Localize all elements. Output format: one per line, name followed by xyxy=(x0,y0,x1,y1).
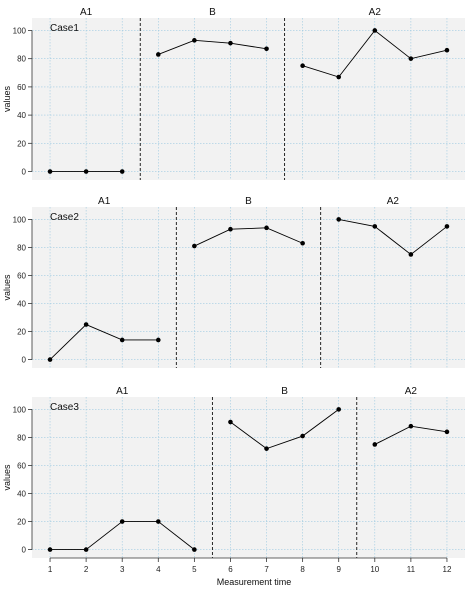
x-tick-label: 12 xyxy=(443,565,452,574)
x-tick-label: 9 xyxy=(336,565,341,574)
x-tick-label: 5 xyxy=(192,565,197,574)
phase-label: B xyxy=(245,196,252,207)
data-point xyxy=(264,446,269,451)
data-point xyxy=(228,40,233,46)
data-point xyxy=(47,547,53,552)
data-point xyxy=(372,28,378,33)
data-point xyxy=(372,442,378,447)
x-tick-label: 11 xyxy=(407,565,416,574)
phase-label: B xyxy=(209,7,216,18)
data-point xyxy=(155,52,161,57)
case-label: Case2 xyxy=(50,212,79,223)
x-tick-label: 4 xyxy=(156,565,161,574)
case-label: Case1 xyxy=(50,23,79,34)
y-axis-title: values xyxy=(2,464,12,491)
y-tick-label: 20 xyxy=(17,518,26,527)
y-tick-label: 40 xyxy=(17,490,26,499)
phase-label: A1 xyxy=(80,7,93,18)
data-point xyxy=(444,429,450,435)
data-point xyxy=(47,169,53,174)
panel-case1: 0 20 40 60 80 100 values A1 B A2 Case1 xyxy=(2,7,465,180)
series-line-a2 xyxy=(338,218,448,256)
x-axis-title: Measurement time xyxy=(217,577,292,587)
y-tick-label: 60 xyxy=(17,83,26,92)
data-point xyxy=(336,74,342,80)
y-tick-label: 60 xyxy=(17,271,26,280)
x-tick-label: 3 xyxy=(120,565,125,574)
data-point xyxy=(372,224,378,229)
panel-background xyxy=(32,207,465,368)
data-point xyxy=(119,337,125,343)
phase-label: A2 xyxy=(405,386,418,397)
phase-label: A1 xyxy=(98,196,111,207)
data-point xyxy=(336,217,342,222)
y-tick-label: 100 xyxy=(13,26,27,35)
x-tick-label: 6 xyxy=(228,565,233,574)
y-axis-title: values xyxy=(2,85,12,112)
case-label: Case3 xyxy=(50,402,79,413)
series-line-b xyxy=(194,227,303,247)
phase-label: B xyxy=(281,386,288,397)
series-line-a1 xyxy=(49,324,159,360)
data-point xyxy=(444,224,450,229)
data-point xyxy=(408,252,414,257)
x-tick-label: 7 xyxy=(264,565,269,574)
phase-label: A2 xyxy=(387,196,400,207)
panel-background xyxy=(32,18,465,180)
data-point xyxy=(300,240,305,246)
y-tick-label: 0 xyxy=(22,356,27,365)
data-point xyxy=(192,547,197,552)
data-point xyxy=(264,225,269,231)
x-tick-label: 10 xyxy=(370,565,379,574)
y-tick-label: 100 xyxy=(13,405,27,414)
x-tick-label: 8 xyxy=(300,565,305,574)
data-point xyxy=(119,169,125,174)
data-point xyxy=(300,433,305,439)
data-point xyxy=(264,46,269,52)
y-tick-label: 20 xyxy=(17,328,26,337)
data-point xyxy=(192,38,197,43)
y-tick-label: 80 xyxy=(17,55,26,64)
data-point xyxy=(228,419,233,425)
data-point xyxy=(83,322,89,327)
y-tick-label: 80 xyxy=(17,433,26,442)
panel-background xyxy=(32,397,465,558)
data-point xyxy=(155,519,161,524)
data-point xyxy=(192,243,197,249)
y-tick-label: 60 xyxy=(17,461,26,470)
data-point xyxy=(336,407,342,412)
phase-label: A1 xyxy=(116,386,129,397)
data-point xyxy=(47,357,53,362)
y-tick-label: 40 xyxy=(17,111,26,120)
x-tick-label: 2 xyxy=(84,565,89,574)
data-point xyxy=(408,423,414,429)
phase-label: A2 xyxy=(369,7,382,18)
data-point xyxy=(228,226,233,232)
series-line-b xyxy=(158,39,267,55)
data-point xyxy=(119,519,125,524)
y-tick-label: 80 xyxy=(17,243,26,252)
x-tick-label: 1 xyxy=(48,565,53,574)
data-point xyxy=(83,547,89,552)
y-tick-label: 20 xyxy=(17,139,26,148)
data-point xyxy=(83,169,89,174)
data-point xyxy=(155,337,161,343)
y-tick-label: 0 xyxy=(22,168,27,177)
data-point xyxy=(408,56,414,61)
data-point xyxy=(300,63,305,69)
y-tick-label: 100 xyxy=(13,215,27,224)
y-tick-label: 0 xyxy=(22,546,27,555)
series-line-b xyxy=(230,409,339,450)
y-axis-title: values xyxy=(2,274,12,301)
panel-case2: 0 20 40 60 80 100 values A1 B A2 Case2 xyxy=(2,196,465,368)
y-tick-label: 40 xyxy=(17,300,26,309)
data-point xyxy=(444,47,450,53)
